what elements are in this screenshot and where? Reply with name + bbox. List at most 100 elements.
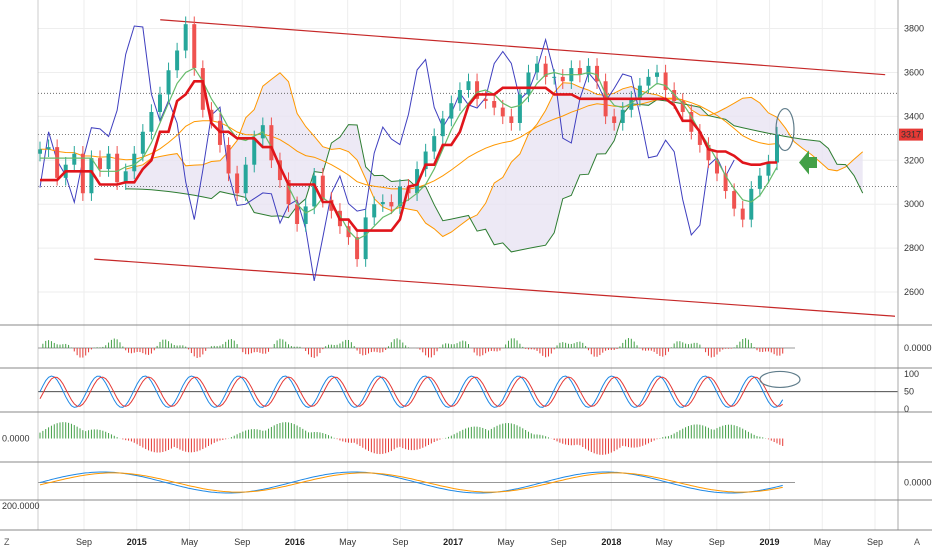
candle-body [723,173,728,192]
histogram-2-tick: 0.0000 [2,434,30,444]
candle-body [577,68,582,75]
candle-body [637,85,642,99]
macd-signal-line [39,472,783,493]
corner-label-right: A [914,537,921,547]
candle-body [346,226,351,238]
price-tick-label: 3800 [904,24,924,34]
candle-body [192,24,197,69]
stochastic-k-line [39,375,784,408]
kijun-sen-line [40,80,777,232]
candle-body [286,180,291,205]
price-tick-label: 3000 [904,199,924,209]
candle-body [423,151,428,170]
candle-body [209,109,214,121]
candle-body [757,175,762,189]
candle-body [380,202,385,205]
candle-body [200,68,205,110]
candle-body [277,160,282,181]
date-tick-label: Sep [76,537,92,547]
candle-body [749,188,754,220]
candle-body [629,98,634,110]
candle-body [166,70,171,95]
candle-body [89,158,94,194]
candle-body [775,134,779,163]
stochastic-tick: 0 [904,404,909,414]
candle-body [517,94,522,123]
candle-body [132,153,137,172]
chikou-span [39,25,735,281]
date-tick-label: Sep [392,537,408,547]
date-tick-label: May [339,537,357,547]
candle-body [457,90,462,104]
price-tick-label: 3400 [904,111,924,121]
candle-body [97,158,102,170]
candle-body [620,109,625,123]
candle-body [46,147,51,150]
candle-body [329,199,334,211]
candle-body [483,98,488,102]
candle-body [303,206,308,224]
candle-body [320,175,325,200]
candle-body [535,63,540,73]
price-panel [38,16,898,317]
candle-body [740,208,745,220]
date-tick-label: Sep [234,537,250,547]
price-tick-label: 2600 [904,287,924,297]
candle-body [612,116,617,123]
candle-body [509,116,514,123]
candle-body [269,125,274,161]
candle-body [355,237,360,260]
date-tick-label: May [497,537,515,547]
highlight-ellipse-icon [775,107,795,152]
date-tick-label: 2015 [127,537,147,547]
tenkan-sen-line [40,67,778,241]
candle-body [140,131,145,154]
candle-body [243,164,248,194]
candle-body [397,186,402,207]
candle-body [672,90,677,102]
candle-body [560,76,565,82]
candle-body [706,144,711,161]
kumo-cloud-fill [125,72,863,252]
candle-body [183,24,188,51]
price-tick-label: 3200 [904,155,924,165]
upper-trendline [160,19,886,76]
candle-body [766,162,771,176]
candle-body [295,204,300,224]
date-tick-label: Sep [867,537,883,547]
date-tick-label: 2018 [601,537,621,547]
candle-body [123,171,128,183]
candle-body [543,63,548,77]
candle-body [449,103,454,119]
candle-body [526,72,531,95]
candle-body [697,131,702,145]
date-tick-label: Sep [709,537,725,547]
candle-body [552,76,557,78]
candle-body [492,101,497,108]
date-tick-label: May [656,537,674,547]
candle-body [432,136,437,152]
candle-body [646,76,651,86]
candle-body [157,94,162,112]
candle-body [149,111,154,132]
candle-body [72,153,77,165]
candle-body [715,160,720,174]
candle-body [732,191,737,209]
left-arrow-icon [799,150,817,175]
histogram-1-tick: 0.0000 [904,343,932,353]
candle-body [55,147,60,178]
date-tick-label: Sep [551,537,567,547]
macd-left-tick: 200.0000 [2,501,40,511]
candle-body [663,72,668,91]
candle-body [106,153,111,170]
candle-body [415,169,420,194]
stochastic-highlight-ellipse-icon [759,370,801,389]
candle-body [655,72,660,77]
candle-body [466,81,471,91]
candle-body [80,153,85,194]
candle-body [363,217,368,260]
candle-body [680,101,685,112]
candle-body [595,65,600,82]
macd-line [39,471,783,494]
